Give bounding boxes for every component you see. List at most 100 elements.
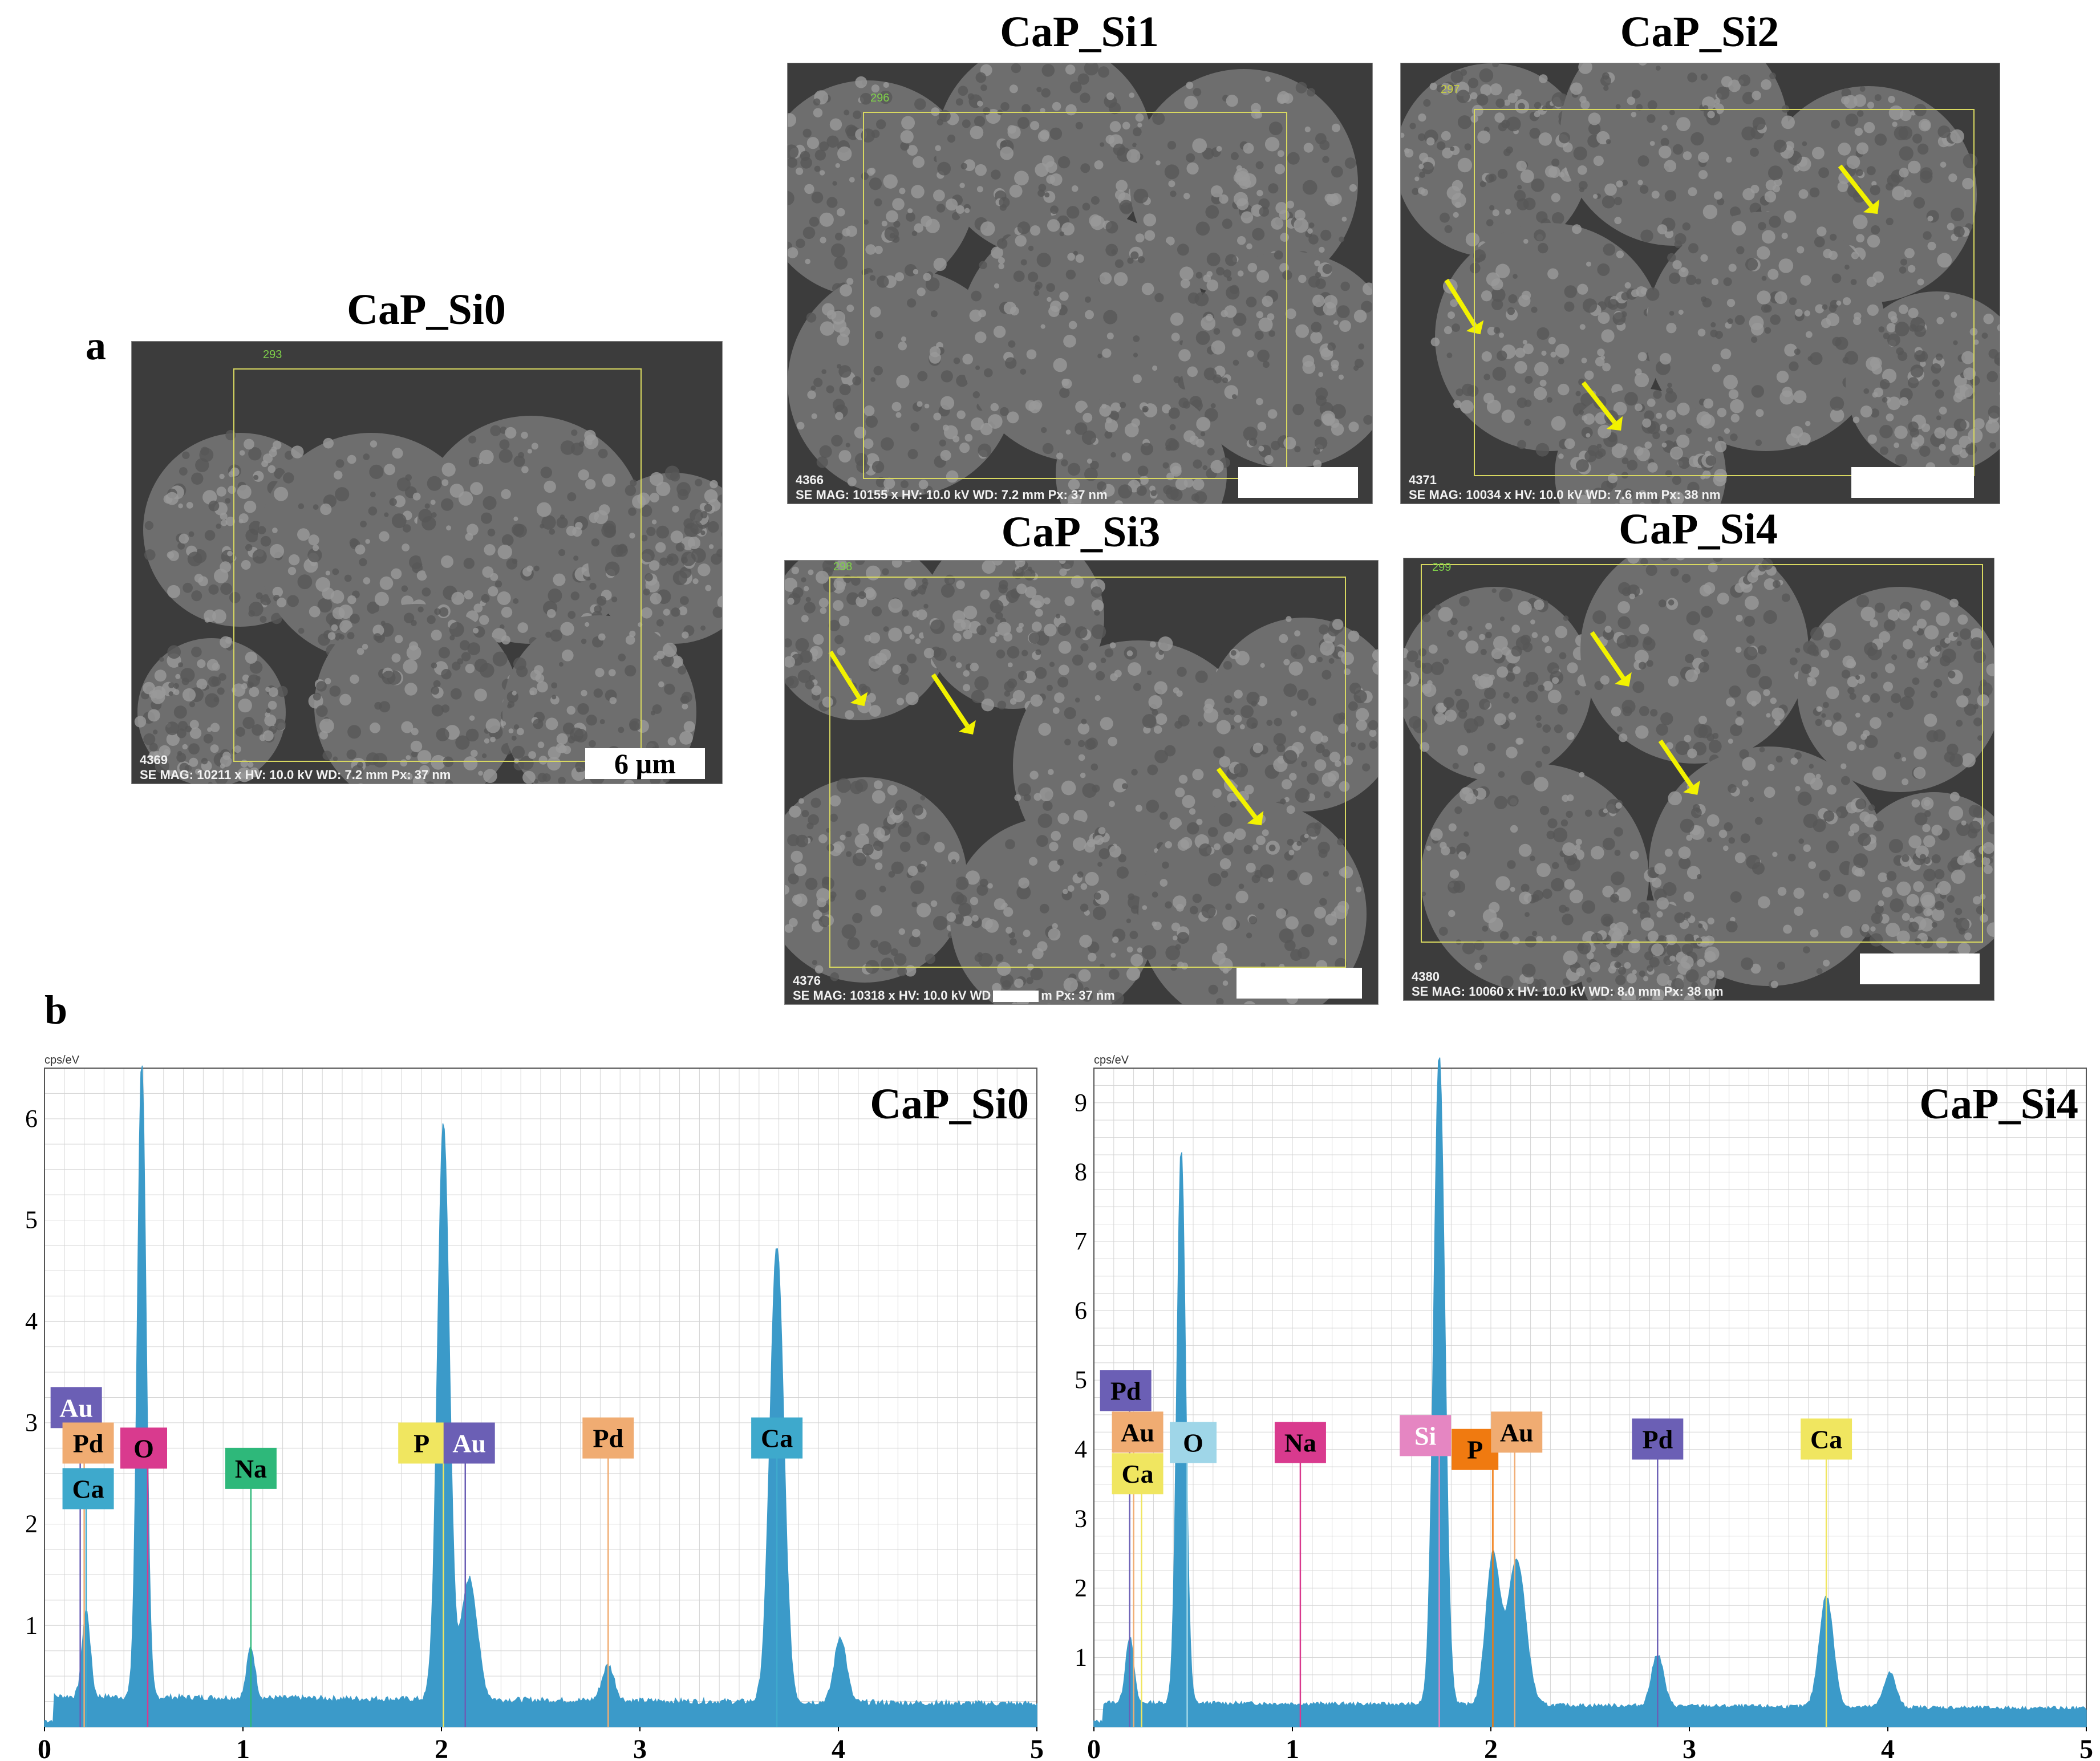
grain [1602,916,1613,927]
grain [1577,283,1588,295]
grain [1546,830,1555,839]
grain [1454,806,1462,814]
grain [875,862,883,870]
grain [1077,73,1089,85]
grain [874,245,883,254]
grain [1859,86,1866,92]
grain [168,550,179,561]
sem-title-si0: CaP_Si0 [347,286,506,334]
grain [1614,217,1622,225]
grain [1422,614,1431,623]
grain [1506,146,1513,154]
grain [1714,440,1727,453]
grain [155,759,169,774]
grain [1357,742,1366,751]
grain [939,439,946,447]
grain [1028,632,1040,644]
grain [1106,92,1114,100]
grain [917,401,923,407]
grain [1870,185,1880,196]
grain [1948,173,1957,182]
grain [410,740,423,753]
image-number: 4380 [1412,969,1440,984]
grain [869,632,881,644]
grain [1868,804,1875,811]
eds-spectrum-si4: 123456789012345keVcps/eVCaP_Si4PdAuCaONa… [1072,1049,2099,1761]
grain [339,634,345,640]
grain [1616,887,1631,902]
grain [1649,141,1655,146]
grain [403,524,411,533]
grain [1783,210,1797,223]
grain [1017,671,1028,680]
grain [1622,488,1633,500]
grain [839,383,851,396]
grain [1754,817,1763,825]
grain [1012,689,1025,703]
grain [1080,903,1089,912]
grain [1815,304,1825,314]
grain [707,521,719,533]
grain [972,391,980,399]
grain [1441,846,1450,855]
grain [1684,995,1696,1000]
grain [1481,351,1492,362]
grain [1659,352,1672,365]
grain [1807,677,1817,687]
element-label: P [1452,1429,1499,1470]
grain [1923,800,1931,806]
grain [1698,170,1708,180]
grain [217,687,225,695]
grain [1097,862,1102,867]
grain [1308,275,1320,288]
grain [1288,850,1295,855]
grain [1014,978,1024,988]
grain [1981,857,1990,866]
grain [1133,683,1141,691]
element-label-box [443,1422,495,1464]
grain [1246,932,1252,939]
grain [1763,305,1772,313]
grain [1935,901,1944,911]
grain [918,480,929,489]
grain [911,230,918,236]
grain [1728,739,1733,744]
frame-number: 298 [833,561,853,573]
grain [1510,887,1515,892]
grain [1632,681,1645,693]
grain [1886,217,1894,225]
grain [1038,723,1051,736]
grain [1331,165,1343,178]
grain [1635,403,1643,412]
grain [1202,465,1208,470]
grain [646,526,656,537]
grain [1883,681,1893,692]
grain [325,677,331,684]
grain [1202,148,1214,160]
grain [1668,599,1675,606]
grain [1664,849,1673,857]
grain [1644,410,1655,421]
grain [1534,102,1542,109]
grain [1294,218,1309,233]
grain [1680,955,1694,969]
grain [1747,571,1758,583]
grain [1988,405,2000,419]
grain [1656,897,1669,910]
grain [216,486,226,497]
grain [1947,744,1959,756]
grain [869,275,876,281]
grain [907,208,913,214]
grain [323,437,334,449]
grain [1867,304,1879,316]
grain [603,525,617,538]
sem-title-si3: CaP_Si3 [1001,508,1161,556]
grain [987,414,1003,429]
grain [589,740,596,748]
grain [238,698,252,713]
grain [1348,421,1359,432]
grain [1640,229,1653,242]
grain [834,233,843,241]
grain [1672,144,1684,155]
grain [1795,309,1803,317]
